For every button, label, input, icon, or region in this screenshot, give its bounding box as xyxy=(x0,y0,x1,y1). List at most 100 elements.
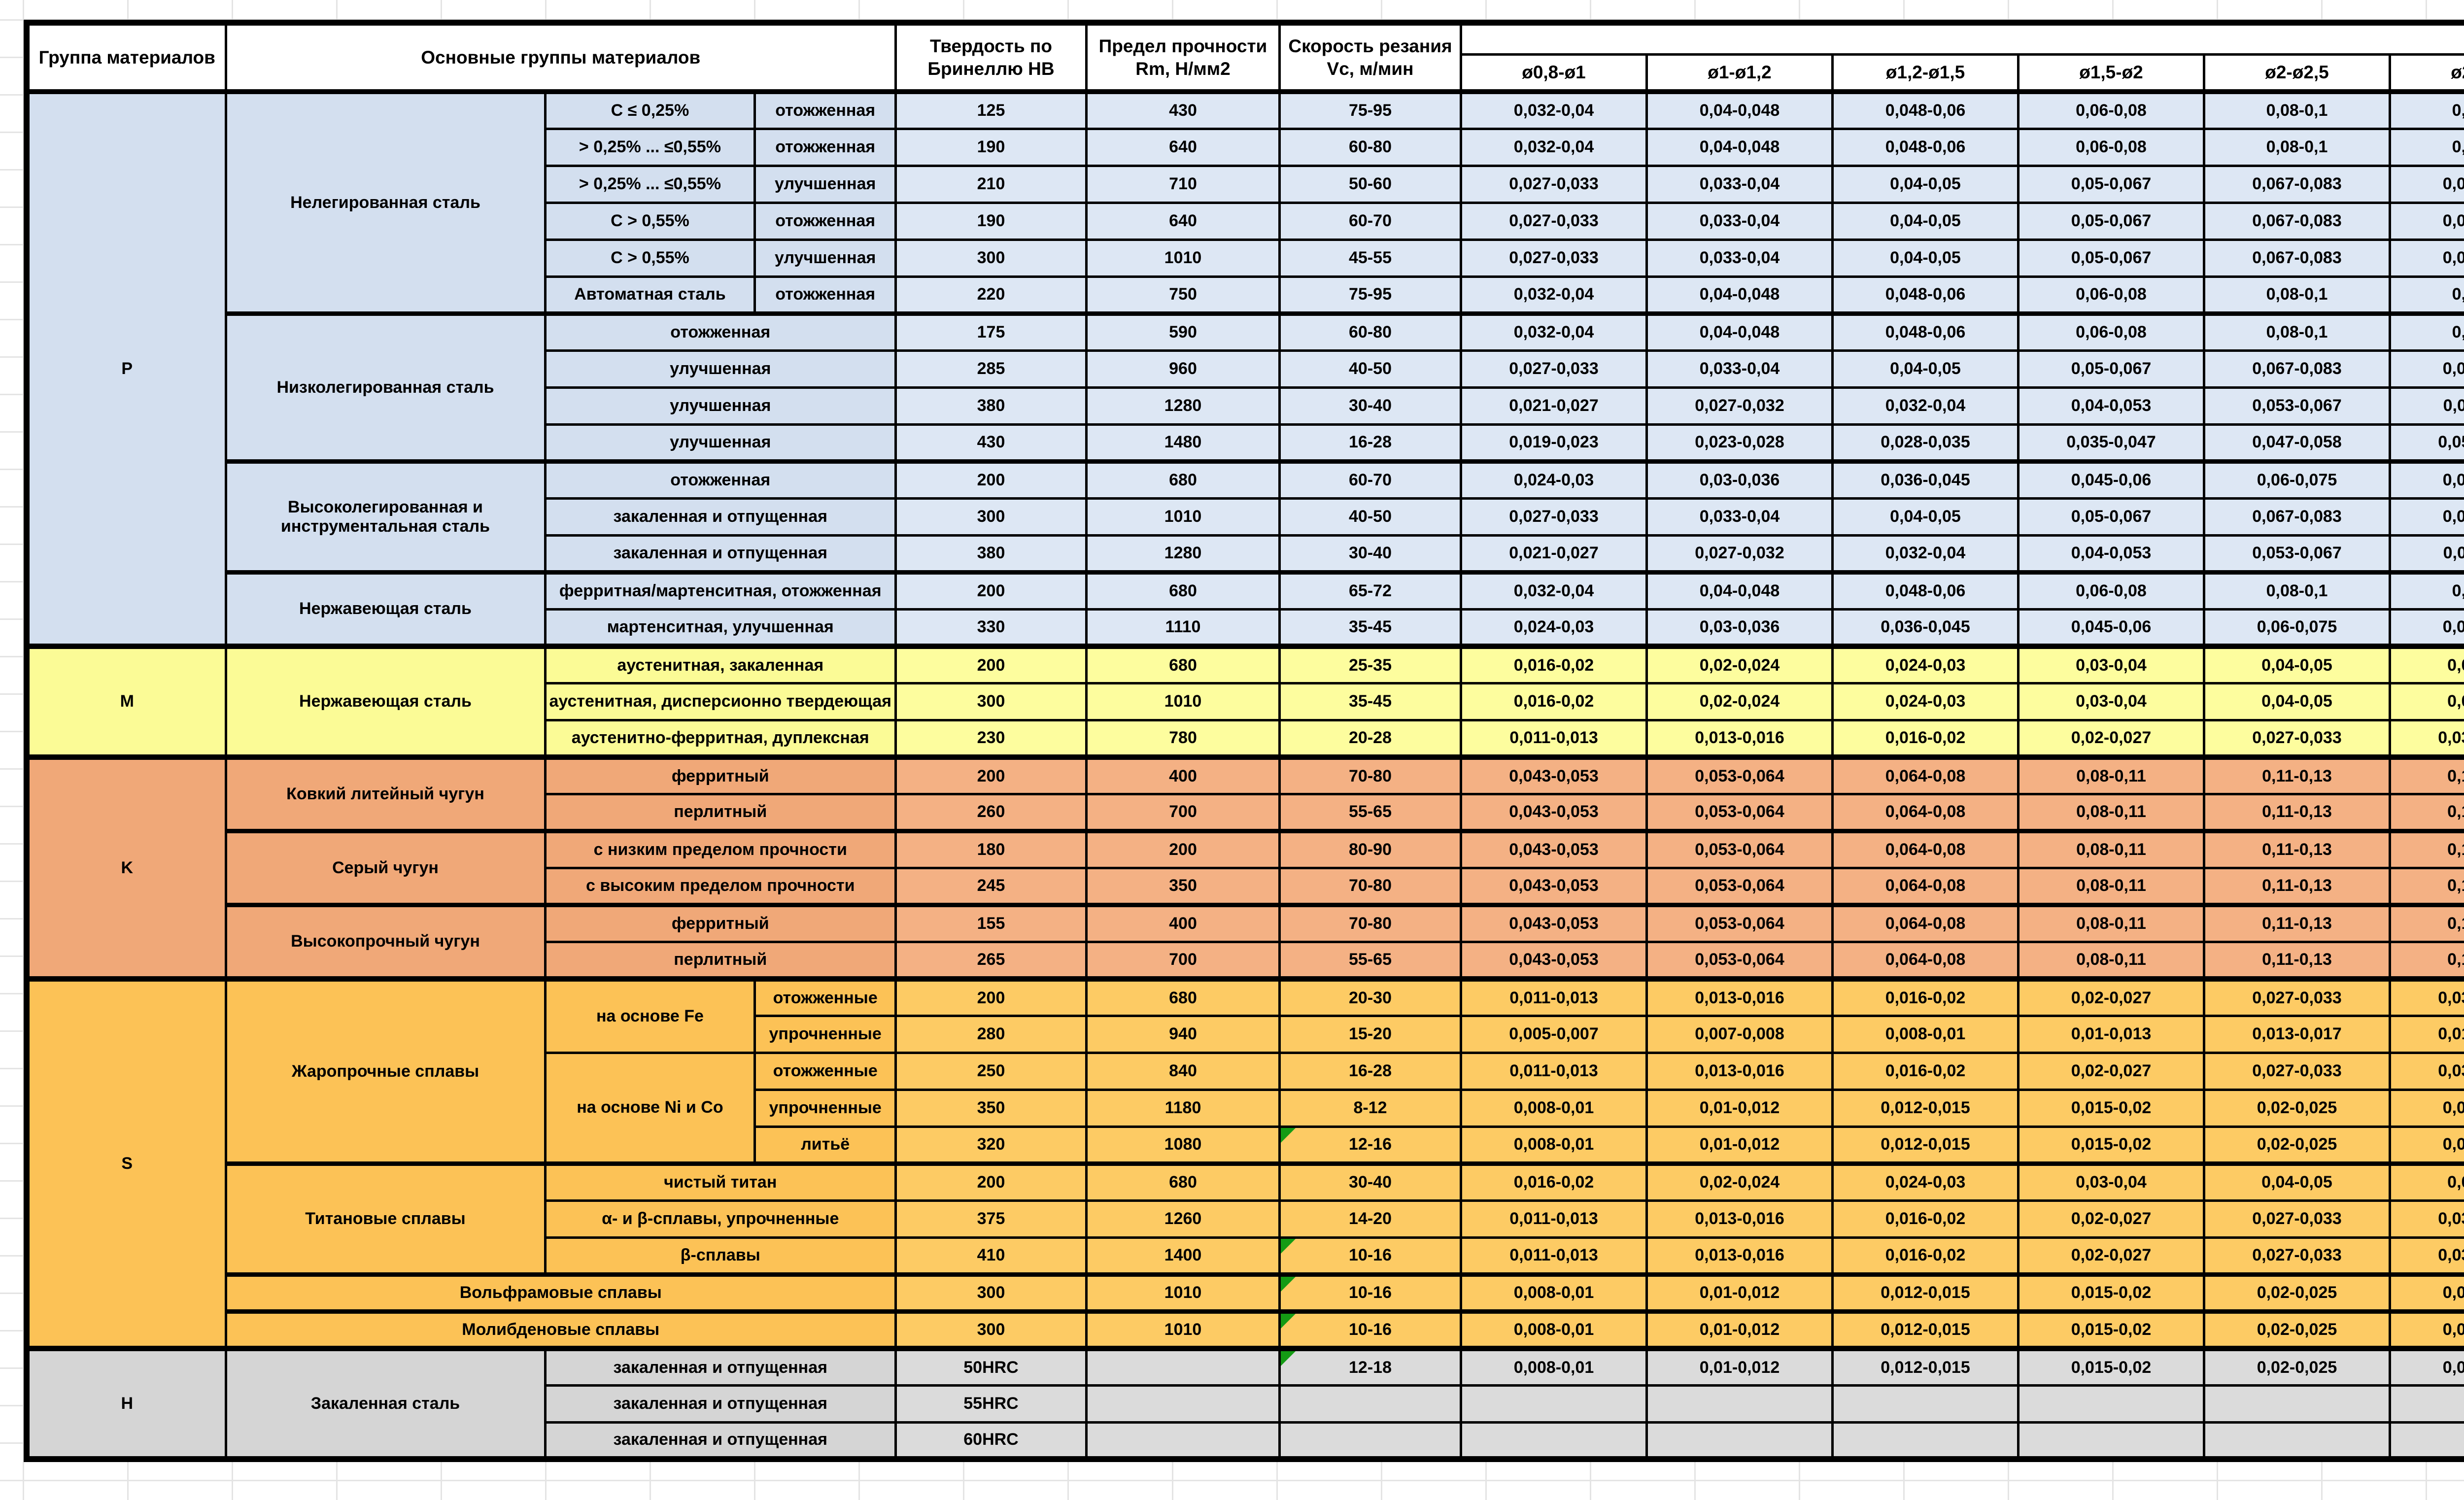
hb-value[interactable]: 200 xyxy=(894,643,1088,684)
material-state-label[interactable]: отожженные xyxy=(753,976,897,1017)
feed-value[interactable]: 0,008-0,01 xyxy=(1460,1125,1648,1165)
feed-value[interactable]: 0,13-0,21 xyxy=(2389,940,2464,980)
vc-value[interactable]: 10-16 xyxy=(1278,1309,1462,1350)
feed-value[interactable]: 0,053-0,064 xyxy=(1645,902,1834,943)
feed-value[interactable]: 0,053-0,064 xyxy=(1645,828,1834,869)
hb-value[interactable]: 55HRC xyxy=(894,1384,1088,1424)
feed-value[interactable]: 0,13-0,21 xyxy=(2389,866,2464,906)
hb-value[interactable]: 190 xyxy=(894,201,1088,241)
feed-value[interactable] xyxy=(2203,1384,2391,1424)
vc-value[interactable]: 8-12 xyxy=(1278,1088,1462,1128)
feed-value[interactable]: 0,05-0,067 xyxy=(2017,497,2205,537)
feed-value[interactable]: 0,032-0,04 xyxy=(1460,127,1648,167)
feed-value[interactable]: 0,02-0,025 xyxy=(2203,1345,2391,1387)
material-class-cell[interactable]: H xyxy=(25,1345,227,1461)
hb-value[interactable]: 210 xyxy=(894,164,1088,204)
rm-value[interactable]: 1110 xyxy=(1085,608,1281,648)
material-group-label[interactable]: Серый чугун xyxy=(224,828,547,906)
feed-value[interactable]: 0,13-0,21 xyxy=(2389,902,2464,943)
feed-value[interactable]: 0,028-0,035 xyxy=(1831,423,2019,463)
material-subgroup-label[interactable]: > 0,25% ... ≤0,55% xyxy=(544,164,756,204)
vc-value[interactable]: 20-30 xyxy=(1278,976,1462,1017)
feed-value[interactable]: 0,032-0,04 xyxy=(1831,386,2019,426)
feed-value[interactable]: 0,083-0,13 xyxy=(2389,349,2464,389)
header-hardness[interactable]: Твердость по Бринеллю НВ xyxy=(894,21,1088,93)
material-group-label[interactable]: Нелегированная сталь xyxy=(224,89,547,315)
feed-value[interactable]: 0,024-0,03 xyxy=(1460,459,1648,500)
feed-value[interactable]: 0,015-0,02 xyxy=(2017,1309,2205,1350)
vc-value[interactable]: 35-45 xyxy=(1278,682,1462,721)
hb-value[interactable]: 320 xyxy=(894,1125,1088,1165)
feed-value[interactable]: 0,04-0,05 xyxy=(1831,238,2019,278)
material-state-label[interactable]: ферритный xyxy=(544,902,897,943)
rm-value[interactable]: 710 xyxy=(1085,164,1281,204)
feed-value[interactable] xyxy=(2017,1384,2205,1424)
feed-value[interactable] xyxy=(2389,1384,2464,1424)
feed-value[interactable]: 0,13-0,21 xyxy=(2389,792,2464,832)
feed-value[interactable]: 0,04-0,05 xyxy=(1831,164,2019,204)
feed-value[interactable]: 0,067-0,11 xyxy=(2389,534,2464,574)
feed-value[interactable]: 0,02-0,027 xyxy=(2017,976,2205,1017)
feed-value[interactable]: 0,023-0,028 xyxy=(1645,423,1834,463)
hb-value[interactable]: 430 xyxy=(894,423,1088,463)
feed-value[interactable]: 0,04-0,05 xyxy=(2203,643,2391,684)
material-group-label[interactable]: Вольфрамовые сплавы xyxy=(224,1272,897,1313)
feed-value[interactable]: 0,048-0,06 xyxy=(1831,89,2019,130)
hb-value[interactable]: 190 xyxy=(894,127,1088,167)
feed-value[interactable]: 0,011-0,013 xyxy=(1460,1199,1648,1239)
vc-value[interactable]: 65-72 xyxy=(1278,570,1462,611)
rm-value[interactable] xyxy=(1085,1421,1281,1461)
feed-value[interactable]: 0,02-0,025 xyxy=(2203,1088,2391,1128)
feed-value[interactable]: 0,064-0,08 xyxy=(1831,828,2019,869)
header-strength[interactable]: Предел прочности Rm, Н/мм2 xyxy=(1085,21,1281,93)
feed-value[interactable]: 0,033-0,053 xyxy=(2389,976,2464,1017)
feed-value[interactable]: 0,016-0,02 xyxy=(1460,1161,1648,1202)
rm-value[interactable]: 400 xyxy=(1085,754,1281,795)
feed-value[interactable]: 0,04-0,05 xyxy=(2203,682,2391,721)
hb-value[interactable]: 260 xyxy=(894,792,1088,832)
feed-value[interactable]: 0,02-0,027 xyxy=(2017,1199,2205,1239)
feed-value[interactable]: 0,013-0,016 xyxy=(1645,1199,1834,1239)
feed-value[interactable]: 0,024-0,03 xyxy=(1831,682,2019,721)
material-state-label[interactable]: закаленная и отпущенная xyxy=(544,1421,897,1461)
feed-value[interactable]: 0,06-0,08 xyxy=(2017,127,2205,167)
feed-value[interactable]: 0,013-0,016 xyxy=(1645,976,1834,1017)
feed-value[interactable]: 0,08-0,1 xyxy=(2203,89,2391,130)
feed-value[interactable]: 0,11-0,13 xyxy=(2203,792,2391,832)
hb-value[interactable]: 300 xyxy=(894,238,1088,278)
feed-value[interactable]: 0,083-0,13 xyxy=(2389,164,2464,204)
feed-value[interactable]: 0,064-0,08 xyxy=(1831,792,2019,832)
rm-value[interactable]: 400 xyxy=(1085,902,1281,943)
feed-col-header[interactable]: ø1,5-ø2 xyxy=(2017,53,2205,94)
material-subgroup-label[interactable]: на основе Ni и Co xyxy=(544,1051,756,1165)
feed-value[interactable]: 0,025-0,04 xyxy=(2389,1088,2464,1128)
material-state-label[interactable]: улучшенная xyxy=(753,238,897,278)
feed-value[interactable]: 0,048-0,06 xyxy=(1831,570,2019,611)
vc-value[interactable]: 55-65 xyxy=(1278,792,1462,832)
feed-value[interactable]: 0,027-0,032 xyxy=(1645,386,1834,426)
feed-value[interactable]: 0,015-0,02 xyxy=(2017,1125,2205,1165)
feed-value[interactable]: 0,027-0,033 xyxy=(2203,1051,2391,1091)
feed-value[interactable]: 0,08-0,1 xyxy=(2203,311,2391,352)
vc-value[interactable]: 20-28 xyxy=(1278,718,1462,758)
vc-value[interactable]: 16-28 xyxy=(1278,1051,1462,1091)
feed-value[interactable]: 0,043-0,053 xyxy=(1460,792,1648,832)
material-state-label[interactable]: мартенситная, улучшенная xyxy=(544,608,897,648)
feed-value[interactable]: 0,06-0,08 xyxy=(2017,570,2205,611)
feed-value[interactable]: 0,064-0,08 xyxy=(1831,754,2019,795)
feed-value[interactable]: 0,064-0,08 xyxy=(1831,940,2019,980)
material-group-label[interactable]: Ковкий литейный чугун xyxy=(224,754,547,832)
vc-value[interactable]: 30-40 xyxy=(1278,386,1462,426)
feed-value[interactable]: 0,045-0,06 xyxy=(2017,608,2205,648)
hb-value[interactable]: 200 xyxy=(894,570,1088,611)
feed-value[interactable]: 0,027-0,033 xyxy=(1460,201,1648,241)
feed-value[interactable]: 0,027-0,033 xyxy=(2203,718,2391,758)
material-state-label[interactable]: β-сплавы xyxy=(544,1236,897,1276)
rm-value[interactable] xyxy=(1085,1345,1281,1387)
feed-value[interactable]: 0,015-0,02 xyxy=(2017,1088,2205,1128)
feed-value[interactable]: 0,048-0,06 xyxy=(1831,127,2019,167)
feed-value[interactable]: 0,08-0,11 xyxy=(2017,754,2205,795)
header-main-groups[interactable]: Основные группы материалов xyxy=(224,21,897,93)
feed-value[interactable]: 0,033-0,053 xyxy=(2389,1051,2464,1091)
feed-value[interactable]: 0,02-0,025 xyxy=(2203,1272,2391,1313)
